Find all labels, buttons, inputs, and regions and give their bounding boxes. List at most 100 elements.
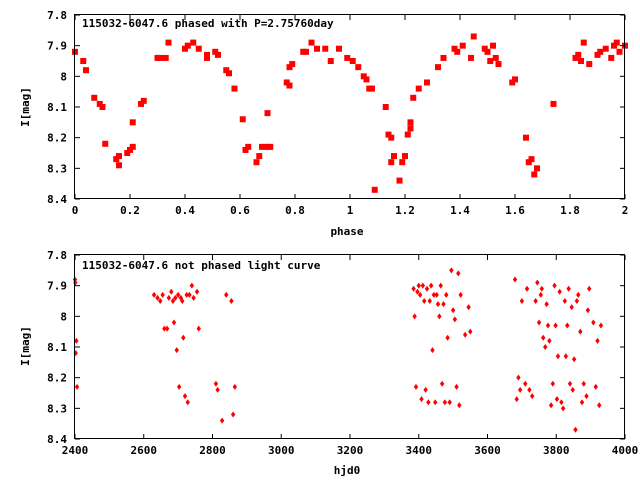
phased-point [349, 58, 356, 64]
unphased-point [449, 267, 454, 274]
phased-x-tick-label: 0.8 [285, 204, 305, 217]
phased-point [129, 143, 136, 150]
phased-point [204, 51, 210, 58]
phased-point [182, 45, 188, 52]
unphased-point [466, 304, 471, 311]
unphased-point [550, 380, 556, 387]
phased-point [184, 42, 191, 49]
phased-point [435, 64, 441, 71]
unphased-point [426, 399, 431, 406]
phased-point [303, 48, 309, 55]
unphased-point [434, 291, 439, 298]
phased-points [72, 33, 628, 193]
unphased-point [593, 383, 598, 390]
unphased-point [213, 380, 219, 387]
unphased-x-tick-label: 3800 [543, 444, 570, 457]
unphased-point [519, 298, 525, 304]
phased-point [253, 159, 260, 166]
phased-point [286, 64, 293, 71]
unphased-point [173, 294, 178, 301]
phased-point [407, 119, 414, 126]
unphased-point [178, 294, 184, 301]
phased-y-tick-label: 7.8 [47, 9, 67, 22]
phased-point [602, 45, 609, 52]
phased-point [116, 162, 122, 169]
unphased-y-tick-label: 8.2 [47, 372, 67, 385]
unphased-point [189, 282, 195, 289]
phased-point [580, 39, 587, 46]
phased-point [138, 100, 144, 107]
unphased-point [565, 322, 570, 329]
phased-x-tick-label: 0.4 [175, 204, 195, 217]
unphased-point [552, 282, 557, 289]
unphased-point [180, 298, 185, 304]
phased-point [264, 110, 271, 117]
phased-point [415, 85, 422, 92]
unphased-point [563, 353, 569, 360]
phased-point [528, 156, 535, 163]
unphased-point [533, 298, 538, 304]
unphased-point [462, 331, 468, 338]
unphased-point [562, 298, 568, 304]
phased-y-tick-label: 8.1 [47, 101, 67, 114]
phased-x-tick-label: 1.6 [505, 204, 525, 217]
phased-plot-frame [74, 14, 625, 199]
phased-point [212, 48, 219, 55]
phased-point [190, 39, 197, 46]
phased-point [531, 171, 538, 178]
unphased-point [570, 386, 575, 393]
phased-point [440, 54, 447, 61]
unphased-point [535, 279, 540, 286]
unphased-point [571, 356, 577, 363]
phased-point [259, 143, 265, 150]
unphased-point [538, 291, 543, 298]
phased-point [611, 42, 617, 49]
unphased-point [524, 285, 530, 292]
phased-point [286, 82, 293, 89]
unphased-point [456, 270, 461, 277]
phased-point [96, 100, 103, 107]
phased-point [140, 97, 147, 104]
phased-point [481, 45, 488, 52]
unphased-point [437, 313, 442, 320]
unphased-point [215, 386, 220, 393]
phased-point [616, 48, 623, 55]
unphased-point [169, 288, 174, 295]
phased-point [388, 134, 395, 141]
phased-ticks: 0 0.2 0.4 0.6 0.8 1 1.2 1.4 1.6 1.8 2 7.8 7.9 8 8.1 8.2… [47, 9, 628, 217]
unphased-x-tick-label: 2600 [131, 444, 158, 457]
phased-point [484, 48, 491, 55]
phased-point [451, 45, 458, 52]
unphased-point [438, 282, 443, 289]
unphased-point [74, 337, 79, 344]
phased-x-tick-label: 0 [72, 204, 79, 217]
phased-point [525, 159, 532, 166]
unphased-point [412, 313, 417, 320]
phased-point [355, 64, 362, 71]
phased-point [396, 177, 403, 184]
unphased-point [430, 347, 435, 354]
unphased-point [578, 328, 583, 335]
phased-point [124, 150, 131, 156]
phased-point [534, 165, 540, 172]
unphased-point [555, 353, 561, 360]
unphased-point [595, 337, 600, 344]
unphased-point [523, 380, 528, 387]
unphased-point [194, 288, 200, 295]
phased-chart-title: 115032-6047.6 phased with P=2.75760day [82, 17, 334, 30]
phased-point [308, 39, 315, 46]
unphased-x-tick-label: 3200 [337, 444, 364, 457]
unphased-y-tick-label: 8.4 [47, 433, 67, 446]
phased-x-tick-label: 1.2 [395, 204, 415, 217]
unphased-point [435, 301, 441, 308]
phased-point [231, 85, 238, 92]
unphased-point [413, 383, 419, 390]
unphased-point [162, 325, 167, 332]
phased-point [495, 61, 502, 68]
phased-point [402, 153, 408, 160]
unphased-y-tick-label: 7.9 [47, 280, 67, 293]
phased-point [572, 54, 579, 61]
phased-point [363, 76, 370, 83]
unphased-point [567, 380, 573, 387]
